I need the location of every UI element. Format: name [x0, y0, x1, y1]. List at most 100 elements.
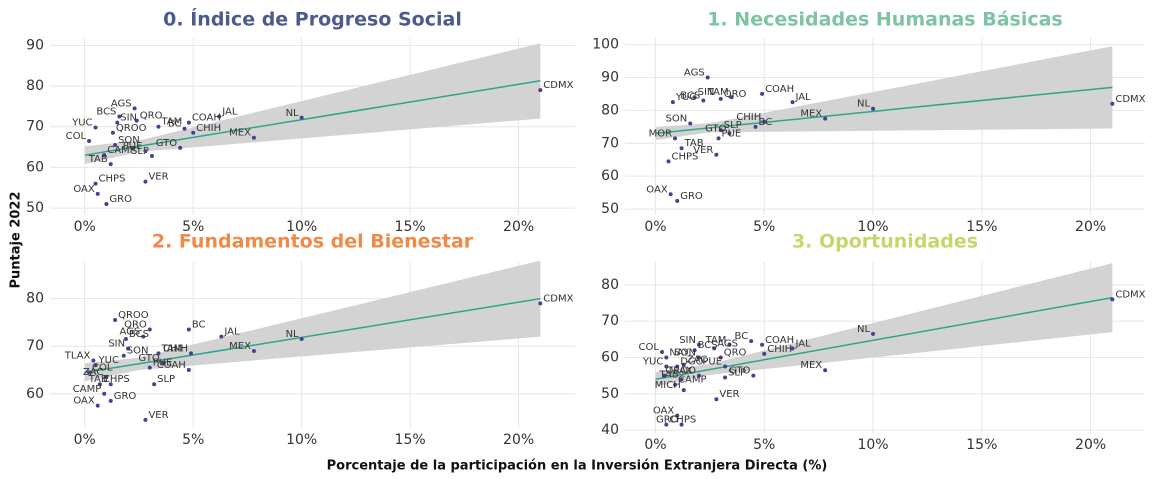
point: [87, 370, 92, 375]
y-tick-label: 100: [592, 37, 619, 53]
point: [115, 120, 120, 125]
point: [705, 75, 710, 80]
point: [93, 363, 98, 368]
point-label: GTO: [705, 123, 727, 134]
point: [718, 128, 723, 133]
y-tick-label: 70: [601, 135, 619, 151]
point: [696, 373, 701, 378]
point-label: ZAC: [83, 367, 104, 378]
x-tick-label: 20%: [503, 432, 534, 448]
point-label: ZAC: [687, 355, 708, 366]
point-label: JAL: [795, 92, 812, 103]
point-label: CDMX: [543, 293, 573, 304]
point-label: VER: [693, 145, 713, 156]
point: [219, 334, 224, 339]
point-label: GTO: [729, 366, 751, 377]
trend-line: [84, 79, 541, 156]
point-label: CHPS: [669, 415, 696, 426]
point-label: SLP: [728, 367, 746, 378]
x-tick-label: 0%: [644, 219, 666, 235]
point: [673, 382, 678, 387]
y-tick-label: 80: [26, 78, 44, 94]
point-label: COAH: [765, 335, 794, 346]
point: [666, 159, 671, 164]
y-tick-label: 80: [601, 277, 619, 293]
panel-title: 3. Oportunidades: [792, 231, 978, 253]
point-label: YUC: [98, 355, 119, 366]
point: [186, 120, 191, 125]
y-tick-label: 60: [601, 168, 619, 184]
point: [91, 358, 96, 363]
point-label: MEX: [229, 341, 251, 352]
point-label: BCS: [680, 91, 700, 102]
point: [95, 403, 100, 408]
trend-line: [655, 296, 1113, 381]
point-label: TAB: [88, 154, 108, 165]
point: [93, 125, 98, 130]
point-label: TAM: [707, 87, 729, 98]
x-tick-label: 0%: [74, 219, 96, 235]
point: [143, 179, 148, 184]
point: [692, 95, 697, 100]
point: [147, 365, 152, 370]
point: [790, 100, 795, 105]
y-tick-label: 60: [601, 349, 619, 365]
point: [160, 360, 165, 365]
point: [538, 301, 543, 306]
y-tick-label: 80: [26, 291, 44, 307]
point: [97, 382, 102, 387]
point-label: CAMP: [678, 375, 706, 386]
point-label: CAMP: [73, 384, 101, 395]
point: [126, 346, 131, 351]
point: [104, 202, 109, 207]
point-label: SLP: [724, 120, 742, 131]
confidence-band: [655, 46, 1113, 140]
panel-title: 1. Necesidades Humanas Básicas: [707, 9, 1062, 31]
point-label: COL: [66, 131, 87, 142]
point-label: CHIH: [767, 344, 792, 355]
point-label: SON: [118, 135, 140, 146]
point-label: DGO: [680, 357, 703, 368]
point-label: VER: [719, 389, 739, 400]
point-label: NAY: [669, 347, 690, 358]
point-label: OAX: [646, 184, 668, 195]
x-tick-label: 10%: [286, 219, 317, 235]
x-tick-label: 20%: [503, 219, 534, 235]
point-label: SIN: [698, 87, 715, 98]
point-label: AGS: [111, 98, 132, 109]
point: [749, 339, 754, 344]
point: [723, 364, 728, 369]
point: [108, 398, 113, 403]
point: [299, 115, 304, 120]
point: [701, 98, 706, 103]
point: [143, 149, 148, 154]
point-label: SON: [666, 114, 688, 125]
point-label: COAH: [157, 360, 186, 371]
point-label: CHPS: [103, 374, 130, 385]
point-label: TAB: [88, 374, 108, 385]
point: [790, 346, 795, 351]
point-label: GTO: [156, 138, 178, 149]
point: [762, 351, 767, 356]
point: [681, 388, 686, 393]
point-label: SLP: [131, 146, 149, 157]
confidence-band: [655, 263, 1113, 387]
point: [718, 96, 723, 101]
x-tick-label: 20%: [1075, 437, 1106, 453]
point: [156, 351, 161, 356]
point: [191, 130, 196, 135]
point-label: QRO: [140, 111, 163, 122]
point-label: CHIH: [736, 112, 761, 123]
point-label: COL: [92, 362, 113, 373]
y-tick-label: 80: [601, 102, 619, 118]
point-label: MEX: [229, 128, 251, 139]
point-label: OAX: [73, 396, 95, 407]
point: [186, 367, 191, 372]
point: [675, 413, 680, 418]
point: [664, 355, 669, 360]
x-tick-label: 5%: [182, 219, 204, 235]
point: [823, 368, 828, 373]
x-tick-label: 0%: [644, 437, 666, 453]
point: [692, 348, 697, 353]
